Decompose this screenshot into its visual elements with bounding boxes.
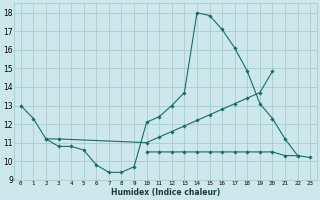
X-axis label: Humidex (Indice chaleur): Humidex (Indice chaleur) bbox=[111, 188, 220, 197]
